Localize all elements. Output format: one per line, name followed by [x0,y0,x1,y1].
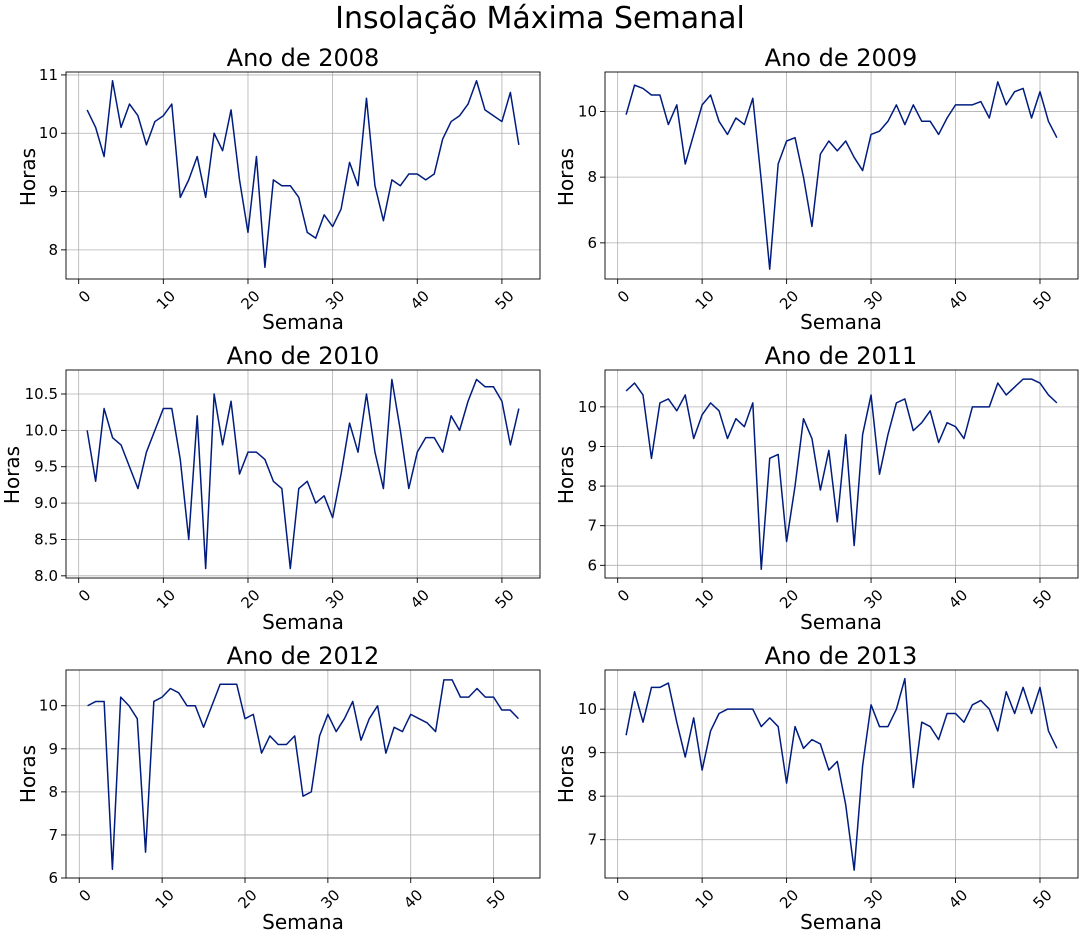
y-tick-label: 10 [578,700,597,718]
series-line [86,80,520,269]
x-tick-label: 50 [491,287,517,313]
x-tick-label: 0 [614,886,633,905]
x-axis-label: Semana [262,610,344,634]
panel-2011: Ano de 2011 Semana Horas 0 10 20 30 40 50 6 7 8 9… [554,342,1079,634]
y-tick-label: 7 [587,831,597,849]
y-tick-label: 6 [587,234,597,252]
x-tick-label: 20 [238,586,264,612]
x-axis-label: Semana [800,910,882,934]
x-tick-label: 30 [322,586,348,612]
series-line [87,679,519,871]
x-tick-label: 20 [776,886,802,912]
x-tick-label: 0 [75,287,94,306]
axes-frame [65,369,541,579]
x-tick-label: 40 [400,886,426,912]
y-tick-label: 8 [587,787,597,805]
y-tick-label: 7 [587,517,597,535]
y-tick-label: 8 [48,241,58,259]
series-line [625,81,1058,270]
y-tick-label: 6 [48,869,58,887]
x-tick-label: 50 [1030,586,1056,612]
x-tick-label: 10 [692,886,718,912]
y-tick-label: 8.0 [34,567,58,585]
x-tick-label: 40 [407,586,433,612]
y-tick-label: 6 [587,556,597,574]
y-tick-label: 8 [587,168,597,186]
y-axis-label: Horas [0,446,24,504]
y-tick-label: 9 [587,744,597,762]
y-tick-label: 8.5 [34,530,58,548]
panel-title: Ano de 2012 [227,642,380,670]
y-tick-label: 8 [48,783,58,801]
x-tick-label: 40 [945,586,971,612]
x-axis-label: Semana [262,910,344,934]
panel-2008: Ano de 2008 Semana Horas 0 10 20 30 40 508910… [16,44,541,334]
y-tick-label: 10 [39,124,58,142]
x-axis-label: Semana [800,310,882,334]
y-tick-label: 9 [48,183,58,201]
axes-frame [604,71,1079,280]
y-tick-label: 8 [587,477,597,495]
x-tick-label: 20 [776,586,802,612]
panel-title: Ano de 2008 [227,44,380,72]
y-tick-label: 10.5 [25,385,58,403]
x-tick-label: 40 [945,287,971,313]
y-axis-label: Horas [16,148,40,206]
y-tick-label: 9 [587,437,597,455]
series-line [625,677,1058,871]
x-tick-label: 10 [153,586,179,612]
panel-2010: Ano de 2010 Semana Horas 0 10 20 30 40 50 8.0 8… [0,342,541,634]
axes-frame [604,669,1079,879]
y-tick-label: 11 [39,66,58,84]
y-axis-label: Horas [554,148,578,206]
y-tick-label: 10 [578,102,597,120]
panel-title: Ano de 2013 [765,642,918,670]
x-tick-label: 0 [75,586,94,605]
x-tick-label: 50 [1030,287,1056,313]
y-axis-label: Horas [16,745,40,803]
y-tick-label: 7 [48,826,58,844]
x-tick-label: 0 [614,586,633,605]
x-tick-label: 50 [491,586,517,612]
axes-frame [65,669,541,879]
series-line [86,378,520,570]
panel-title: Ano de 2009 [765,44,918,72]
x-tick-label: 20 [235,886,261,912]
x-tick-label: 50 [483,886,509,912]
x-tick-label: 30 [861,586,887,612]
x-tick-label: 40 [407,287,433,313]
y-tick-label: 9.5 [34,458,58,476]
figure-title: Insolação Máxima Semanal [335,1,745,36]
x-tick-label: 30 [861,886,887,912]
panel-title: Ano de 2010 [227,342,380,370]
panel-2013: Ano de 2013 Semana Horas 0 10 20 30 40 50 7 8 9 1… [554,642,1079,934]
y-axis-label: Horas [554,745,578,803]
y-tick-label: 10 [578,398,597,416]
y-tick-label: 10 [39,697,58,715]
y-axis-label: Horas [554,446,578,504]
x-tick-label: 10 [153,287,179,313]
panel-title: Ano de 2011 [765,342,918,370]
x-tick-label: 40 [945,886,971,912]
y-tick-label: 10.0 [25,421,58,439]
x-tick-label: 30 [317,886,343,912]
axes-frame [65,71,541,280]
x-tick-label: 20 [776,287,802,313]
x-tick-label: 20 [238,287,264,313]
axes-frame [604,369,1079,579]
panel-2012: Ano de 2012 Semana Horas 0 10 20 30 40 50 6 7 8 9… [16,642,541,934]
y-tick-label: 9 [48,740,58,758]
x-tick-label: 0 [76,886,95,905]
series-line [625,378,1058,571]
x-axis-label: Semana [262,310,344,334]
x-tick-label: 10 [692,586,718,612]
y-tick-label: 9.0 [34,494,58,512]
x-axis-label: Semana [800,610,882,634]
x-tick-label: 0 [614,287,633,306]
x-tick-label: 50 [1030,886,1056,912]
x-tick-label: 10 [692,287,718,313]
x-tick-label: 10 [152,886,178,912]
